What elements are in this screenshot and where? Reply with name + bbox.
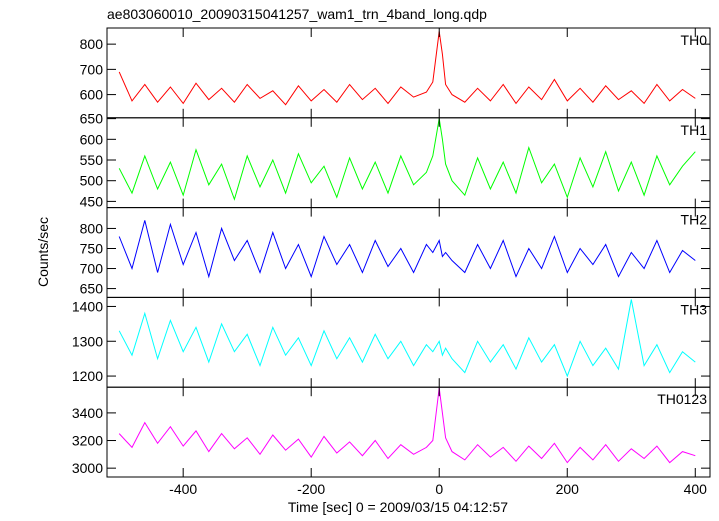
x-axis-label: Time [sec] 0 = 2009/03/15 04:12:57: [288, 499, 508, 515]
y-tick-label: 450: [80, 193, 104, 209]
panel-label: TH3: [681, 301, 708, 317]
chart-title: ae803060010_20090315041257_wam1_trn_4ban…: [107, 6, 487, 22]
panel-frame: [106, 27, 711, 119]
panel-label: TH0: [681, 32, 708, 48]
y-tick-label: 550: [80, 152, 104, 168]
y-tick-label: 1200: [72, 368, 103, 384]
data-line: [118, 220, 696, 279]
y-tick-label: 650: [80, 281, 104, 297]
x-tick-label: -400: [169, 481, 197, 497]
y-tick-label: 3200: [72, 433, 103, 449]
x-tick-label: 400: [684, 481, 708, 497]
panel-frame: [106, 386, 711, 478]
panel-label: TH2: [681, 212, 708, 228]
y-tick-label: 800: [80, 36, 104, 52]
data-line: [118, 31, 696, 106]
panel-frame: [106, 117, 711, 209]
data-line: [118, 299, 696, 378]
y-tick-label: 700: [80, 261, 104, 277]
panel-label: TH1: [681, 122, 708, 138]
x-tick-label: -200: [297, 481, 325, 497]
y-tick-label: 600: [80, 131, 104, 147]
y-tick-label: 1300: [72, 333, 103, 349]
panel-frame: [106, 296, 711, 388]
y-axis-label: Counts/sec: [35, 217, 51, 287]
y-tick-label: 500: [80, 173, 104, 189]
panel-frame: [106, 207, 711, 298]
x-tick-label: 200: [556, 481, 580, 497]
data-line: [118, 387, 696, 464]
y-tick-label: 3400: [72, 405, 103, 421]
y-tick-label: 650: [80, 111, 104, 127]
y-tick-label: 700: [80, 61, 104, 77]
panel-label: TH0123: [657, 391, 707, 407]
y-tick-label: 3000: [72, 460, 103, 476]
y-tick-label: 1400: [72, 298, 103, 314]
data-line: [118, 118, 696, 201]
y-tick-label: 750: [80, 240, 104, 256]
y-tick-label: 800: [80, 220, 104, 236]
y-tick-label: 600: [80, 87, 104, 103]
x-tick-label: 0: [435, 481, 443, 497]
